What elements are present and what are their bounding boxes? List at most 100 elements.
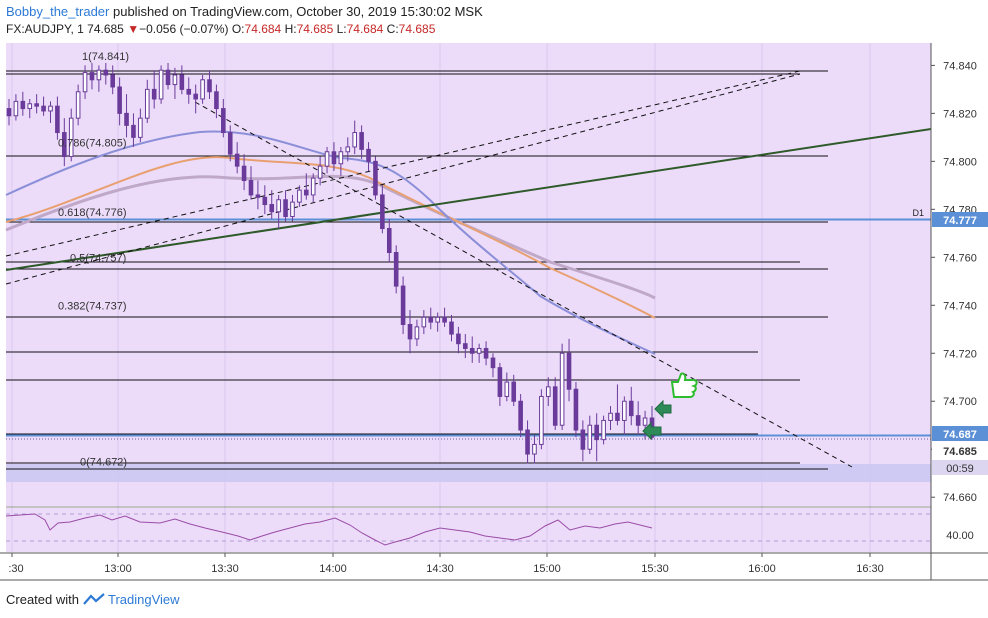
candle [469,336,475,363]
candle-body [317,165,323,179]
candle-body [89,72,95,81]
candle [573,382,579,438]
candle [601,415,606,445]
trendline-green[interactable] [5,128,932,271]
candle-body [511,381,517,402]
rsi-level-label: 40.00 [946,530,974,542]
fib-level-label: 0.5(74.757) [70,253,126,265]
candle-body [131,124,136,138]
candle-body [207,79,212,93]
candle-body [393,252,399,287]
time-tick-label: 16:00 [748,563,776,575]
candle-body [214,91,219,110]
ohlc-high-label: H: [284,22,297,36]
candle [324,146,330,174]
rsi-pane-background [6,508,931,552]
candle-body [186,88,192,95]
rsi-line [5,513,653,546]
candle [103,62,109,85]
candle-body [262,196,268,206]
d1-tag: D1 [912,208,924,218]
candle [393,245,399,294]
candle [476,343,482,363]
last-price: 74.685 [87,22,124,36]
candle [117,77,122,126]
time-scale[interactable]: :30 13:00 13:30 14:00 14:30 15:00 15:30 16:00 16… [8,553,884,575]
candle [269,190,275,219]
thumbs-up-icon[interactable] [670,372,698,398]
trendline-dashed-upper[interactable] [5,70,801,257]
candle-body [373,160,378,196]
candle [138,108,143,143]
ma-orange-line [5,156,656,319]
candle [55,96,60,140]
candle [442,307,447,327]
price-tick-label: 74.820 [943,108,977,120]
candle-body [241,165,247,182]
candle-body [62,132,67,158]
candle [151,70,157,109]
candle [366,142,371,171]
candle [262,185,268,215]
price-change: −0.056 (−0.07%) [139,22,229,36]
price-tick-label: 74.760 [943,252,977,264]
candle-body [255,194,261,198]
ohlc-low-label: L: [336,22,347,36]
candle-body [359,132,364,150]
candle [400,276,406,335]
candle-body [573,388,579,431]
ohlc-low-value: 74.684 [346,22,384,36]
candle [20,91,26,116]
candle-body [6,108,12,117]
candle [580,420,586,462]
candle [635,401,641,435]
candle [255,180,261,210]
price-scale[interactable]: 74.84074.82074.80074.78074.76074.74074.7… [931,60,977,504]
candle [62,118,67,167]
price-tag-74777: 74.777 D1 [912,208,988,227]
candle-body [345,146,351,153]
arrow-left-lower[interactable] [642,421,662,441]
candle-body [96,69,102,81]
arrow-left-upper[interactable] [654,399,672,419]
candle [27,98,33,119]
candle-body [587,424,593,450]
ohlc-open-value: 74.684 [244,22,282,36]
fib-level-label: 0(74.672) [80,456,127,468]
candle [75,84,81,126]
candle [331,142,337,171]
candle-body [75,91,81,119]
candle [497,362,503,407]
candle [352,120,357,155]
candle-body [117,86,122,114]
candle [13,94,19,121]
candle [48,101,53,123]
tradingview-link[interactable]: TradingView [108,592,180,607]
candle [545,377,551,407]
countdown-tag: 00:59 [932,460,988,475]
candle [345,137,351,162]
candle [283,190,288,222]
time-tick-label: 13:00 [104,563,132,575]
time-tick-label: 13:30 [211,563,239,575]
trendline-dashed-lower[interactable] [5,73,801,285]
author-link[interactable]: Bobby_the_trader [6,4,110,19]
candle-body [463,343,468,349]
candle-body [179,74,185,90]
candle [68,108,74,162]
symbol-label[interactable]: FX:AUDJPY, 1 [6,22,84,36]
candle-body [172,74,178,86]
candle-body [421,316,427,328]
candle [248,166,254,200]
ohlc-close-label: C: [386,22,399,36]
candle [539,389,544,450]
candle-body [124,112,129,126]
fib-level-label: 0.786(74.805) [58,137,127,149]
candle-body [221,108,226,134]
candle [290,194,295,222]
candle [386,218,392,263]
candle [525,420,530,464]
candle [587,415,593,455]
fibonacci-levels [6,70,828,470]
